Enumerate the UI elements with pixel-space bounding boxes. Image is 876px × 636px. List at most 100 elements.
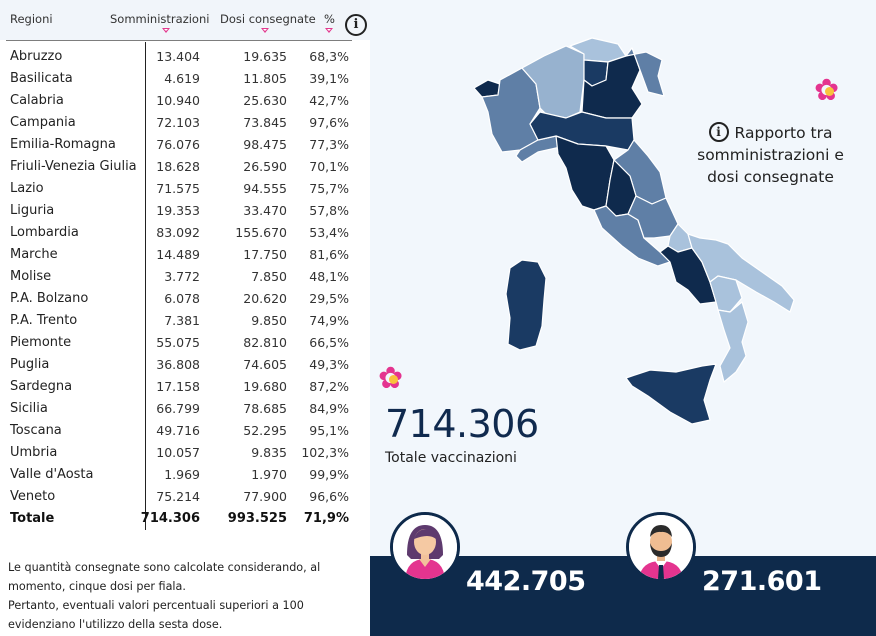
region-name: Friuli-Venezia Giulia bbox=[10, 159, 137, 174]
delivered-value: 77.900 bbox=[243, 489, 287, 504]
percent-value: 77,3% bbox=[309, 137, 349, 152]
table-row[interactable]: Liguria 19.353 33.470 57,8% bbox=[0, 200, 360, 222]
region-name: Toscana bbox=[10, 423, 62, 438]
percent-value: 87,2% bbox=[309, 379, 349, 394]
total-row: Totale 714.306 993.525 71,9% bbox=[0, 508, 360, 530]
region-name: Lazio bbox=[10, 181, 44, 196]
info-icon[interactable]: i bbox=[345, 14, 367, 36]
region-name: Lombardia bbox=[10, 225, 79, 240]
total-vaccinations-label: Totale vaccinazioni bbox=[385, 450, 517, 466]
table-row[interactable]: Emilia-Romagna 76.076 98.475 77,3% bbox=[0, 134, 360, 156]
region-sicilia[interactable] bbox=[625, 363, 717, 425]
region-name: P.A. Bolzano bbox=[10, 291, 89, 306]
administered-value: 6.078 bbox=[164, 291, 200, 306]
region-name: Basilicata bbox=[10, 71, 73, 86]
administered-value: 49.716 bbox=[156, 423, 200, 438]
delivered-value: 26.590 bbox=[243, 159, 287, 174]
percent-value: 99,9% bbox=[309, 467, 349, 482]
table-row[interactable]: Campania 72.103 73.845 97,6% bbox=[0, 112, 360, 134]
header-percent[interactable]: % bbox=[324, 12, 335, 26]
percent-value: 81,6% bbox=[309, 247, 349, 262]
info-icon[interactable]: i bbox=[708, 122, 729, 142]
region-abruzzo[interactable] bbox=[627, 195, 679, 239]
region-friuli[interactable] bbox=[625, 47, 665, 97]
table-row[interactable]: Basilicata 4.619 11.805 39,1% bbox=[0, 68, 360, 90]
administered-value: 72.103 bbox=[156, 115, 200, 130]
administered-value: 17.158 bbox=[156, 379, 200, 394]
administered-value: 10.940 bbox=[156, 93, 200, 108]
percent-value: 97,6% bbox=[309, 115, 349, 130]
region-name: Sardegna bbox=[10, 379, 73, 394]
table-row[interactable]: Toscana 49.716 52.295 95,1% bbox=[0, 420, 360, 442]
table-row[interactable]: Umbria 10.057 9.835 102,3% bbox=[0, 442, 360, 464]
delivered-value: 19.635 bbox=[243, 49, 287, 64]
delivered-value: 73.845 bbox=[243, 115, 287, 130]
delivered-value: 52.295 bbox=[243, 423, 287, 438]
header-regioni[interactable]: Regioni bbox=[10, 12, 53, 26]
delivered-value: 98.475 bbox=[243, 137, 287, 152]
administered-value: 10.057 bbox=[156, 445, 200, 460]
region-calabria[interactable] bbox=[717, 301, 749, 383]
administered-value: 13.404 bbox=[156, 49, 200, 64]
footnote-line: Le quantità consegnate sono calcolate co… bbox=[8, 561, 321, 574]
delivered-value: 9.835 bbox=[251, 445, 287, 460]
region-lombardia[interactable] bbox=[521, 45, 585, 119]
table-row[interactable]: P.A. Bolzano 6.078 20.620 29,5% bbox=[0, 288, 360, 310]
region-sardegna[interactable] bbox=[505, 259, 547, 351]
region-name: Molise bbox=[10, 269, 52, 284]
header-dosi-consegnate[interactable]: Dosi consegnate bbox=[220, 12, 316, 26]
table-row[interactable]: Sardegna 17.158 19.680 87,2% bbox=[0, 376, 360, 398]
region-valle-daosta[interactable] bbox=[473, 79, 501, 98]
table-row[interactable]: Sicilia 66.799 78.685 84,9% bbox=[0, 398, 360, 420]
gender-summary-bar bbox=[370, 556, 876, 636]
sort-percent-icon[interactable] bbox=[325, 28, 333, 33]
table-row[interactable]: Calabria 10.940 25.630 42,7% bbox=[0, 90, 360, 112]
footnote-line: Pertanto, eventuali valori percentuali s… bbox=[8, 599, 304, 612]
total-delivered: 993.525 bbox=[227, 511, 287, 526]
region-puglia[interactable] bbox=[687, 233, 795, 313]
table-header: Regioni Somministrazioni Dosi consegnate… bbox=[0, 0, 370, 40]
region-name: Valle d'Aosta bbox=[10, 467, 94, 482]
delivered-value: 1.970 bbox=[251, 467, 287, 482]
table-row[interactable]: Lazio 71.575 94.555 75,7% bbox=[0, 178, 360, 200]
table-body: Abruzzo 13.404 19.635 68,3% Basilicata 4.619 1… bbox=[0, 46, 360, 530]
italy-map bbox=[473, 37, 795, 425]
vaccination-table: Regioni Somministrazioni Dosi consegnate… bbox=[0, 0, 370, 540]
table-row[interactable]: P.A. Trento 7.381 9.850 74,9% bbox=[0, 310, 360, 332]
percent-value: 70,1% bbox=[309, 159, 349, 174]
table-row[interactable]: Valle d'Aosta 1.969 1.970 99,9% bbox=[0, 464, 360, 486]
delivered-value: 74.605 bbox=[243, 357, 287, 372]
sort-dosi-consegnate-icon[interactable] bbox=[261, 28, 269, 33]
sort-somministrazioni-icon[interactable] bbox=[162, 28, 170, 33]
header-somministrazioni[interactable]: Somministrazioni bbox=[110, 12, 210, 26]
region-toscana[interactable] bbox=[555, 135, 615, 211]
table-row[interactable]: Piemonte 55.075 82.810 66,5% bbox=[0, 332, 360, 354]
percent-value: 29,5% bbox=[309, 291, 349, 306]
table-row[interactable]: Friuli-Venezia Giulia 18.628 26.590 70,1% bbox=[0, 156, 360, 178]
man-avatar-icon bbox=[626, 512, 696, 582]
region-name: Campania bbox=[10, 115, 76, 130]
total-percent: 71,9% bbox=[303, 511, 349, 526]
info-line: dosi consegnate bbox=[707, 168, 834, 186]
percent-value: 74,9% bbox=[309, 313, 349, 328]
administered-value: 66.799 bbox=[156, 401, 200, 416]
table-row[interactable]: Marche 14.489 17.750 81,6% bbox=[0, 244, 360, 266]
region-name: Abruzzo bbox=[10, 49, 63, 64]
administered-value: 4.619 bbox=[164, 71, 200, 86]
table-row[interactable]: Abruzzo 13.404 19.635 68,3% bbox=[0, 46, 360, 68]
administered-value: 3.772 bbox=[164, 269, 200, 284]
table-row[interactable]: Lombardia 83.092 155.670 53,4% bbox=[0, 222, 360, 244]
column-divider bbox=[145, 42, 146, 530]
percent-value: 68,3% bbox=[309, 49, 349, 64]
table-row[interactable]: Veneto 75.214 77.900 96,6% bbox=[0, 486, 360, 508]
delivered-value: 33.470 bbox=[243, 203, 287, 218]
info-line: somministrazioni e bbox=[697, 146, 844, 164]
delivered-value: 20.620 bbox=[243, 291, 287, 306]
percent-value: 66,5% bbox=[309, 335, 349, 350]
administered-value: 19.353 bbox=[156, 203, 200, 218]
region-name: Marche bbox=[10, 247, 58, 262]
region-basilicata[interactable] bbox=[709, 275, 743, 313]
percent-value: 42,7% bbox=[309, 93, 349, 108]
table-row[interactable]: Puglia 36.808 74.605 49,3% bbox=[0, 354, 360, 376]
table-row[interactable]: Molise 3.772 7.850 48,1% bbox=[0, 266, 360, 288]
